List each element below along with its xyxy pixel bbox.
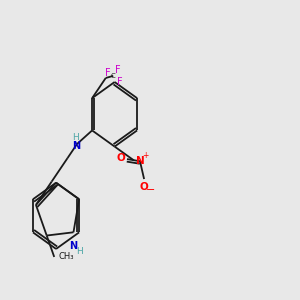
Text: −: −	[146, 185, 156, 195]
Text: O: O	[140, 182, 148, 192]
Text: O: O	[116, 153, 125, 163]
Text: H: H	[76, 247, 83, 256]
Text: N: N	[136, 156, 144, 166]
Text: CH₃: CH₃	[58, 252, 74, 261]
Text: N: N	[72, 141, 80, 151]
Text: H: H	[72, 133, 79, 142]
Text: F: F	[105, 68, 110, 78]
Text: N: N	[69, 241, 77, 251]
Text: F: F	[117, 77, 123, 87]
Text: C: C	[111, 73, 116, 79]
Text: +: +	[142, 151, 149, 160]
Text: F: F	[115, 65, 121, 75]
